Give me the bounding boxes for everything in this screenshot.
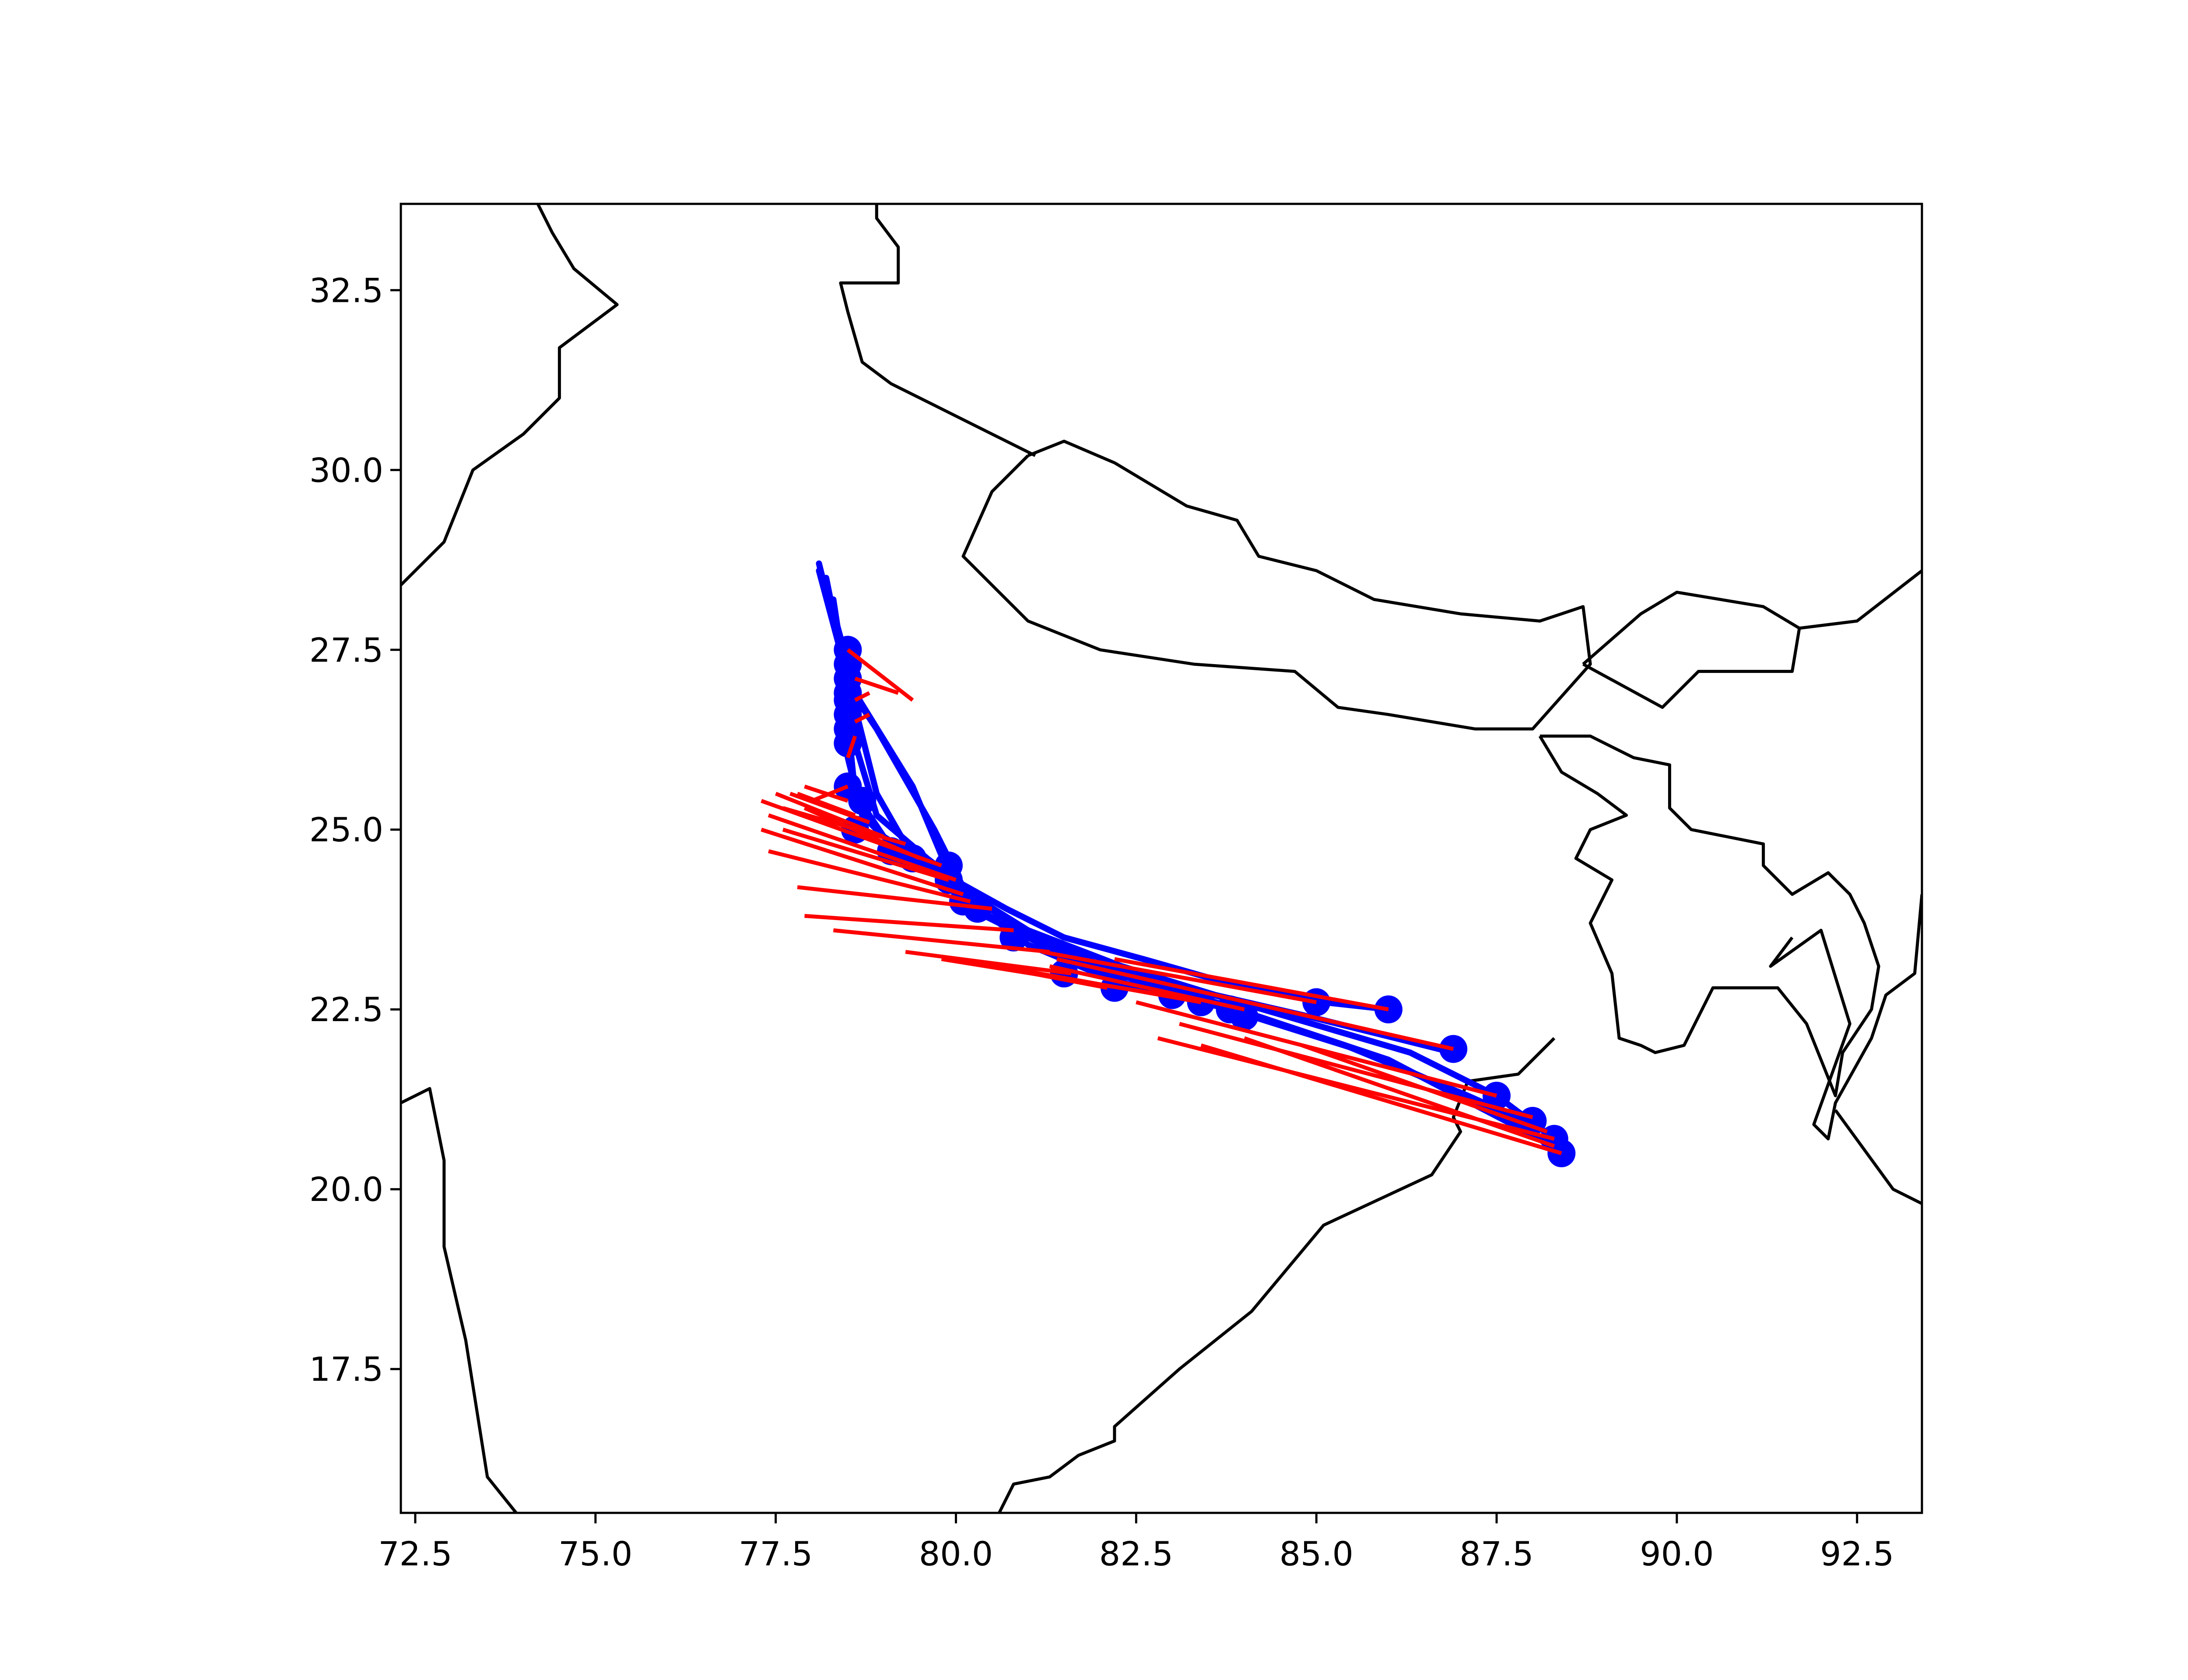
y-tick-label: 30.0 [309, 451, 383, 490]
y-tick-label: 25.0 [309, 810, 383, 849]
y-tick-label: 17.5 [309, 1350, 383, 1389]
country-boundaries [401, 204, 1922, 1513]
x-tick-label: 90.0 [1640, 1534, 1714, 1573]
boundary-line [1799, 569, 1922, 630]
forecast-line [761, 827, 964, 896]
x-tick-label: 77.5 [739, 1534, 813, 1573]
forecast-line [905, 950, 1072, 976]
forecast-line [1244, 1036, 1555, 1148]
x-tick-label: 82.5 [1099, 1534, 1173, 1573]
plot-area [401, 204, 1922, 1513]
forecast-line [768, 849, 971, 903]
x-tick-label: 92.5 [1820, 1534, 1894, 1573]
track-point [848, 787, 877, 815]
boundary-line [839, 204, 1036, 457]
forecast-line [846, 735, 857, 759]
forecast-line [999, 964, 1202, 1004]
forecast-line [804, 914, 1014, 932]
x-tick-label: 75.0 [558, 1534, 632, 1573]
y-tick-label: 27.5 [309, 630, 383, 669]
forecast-line [1042, 950, 1317, 1004]
forecast-line [1114, 957, 1389, 1012]
y-tick-label: 20.0 [309, 1170, 383, 1209]
x-tick-label: 72.5 [378, 1534, 452, 1573]
forecast-lines [761, 648, 1562, 1155]
forecast-line [1200, 1043, 1562, 1155]
forecast-line [854, 713, 870, 724]
forecast-line [846, 648, 914, 702]
boundary-line [401, 204, 619, 586]
x-tick-label: 80.0 [919, 1534, 993, 1573]
forecast-line [789, 791, 870, 825]
forecast-line [854, 676, 899, 695]
forecast-line [761, 799, 943, 868]
x-tick-label: 85.0 [1280, 1534, 1353, 1573]
forecast-line [1301, 1043, 1548, 1134]
boundary-line [961, 440, 1592, 731]
x-axis: 72.5 75.0 77.5 80.0 82.5 85.0 87.5 90.0 92.5 [378, 1513, 1894, 1573]
forecast-line [797, 885, 992, 911]
forecast-line [804, 784, 849, 803]
boundary-line [1769, 894, 1922, 1141]
axes-frame [400, 203, 1923, 1514]
forecast-line [1056, 957, 1454, 1051]
forecast-line [782, 827, 950, 882]
boundary-line [1538, 735, 1880, 1097]
y-tick-label: 22.5 [309, 990, 383, 1029]
y-axis: 17.5 20.0 22.5 25.0 27.5 30.0 32.5 [309, 271, 401, 1389]
forecast-line [1049, 964, 1245, 1012]
boundary-line [1834, 1109, 1922, 1205]
forecast-line [775, 791, 885, 839]
boundary-line [401, 1087, 518, 1513]
forecast-line [833, 928, 1050, 954]
y-tick-label: 32.5 [309, 271, 383, 310]
x-tick-label: 87.5 [1459, 1534, 1533, 1573]
forecast-line [1179, 1022, 1533, 1120]
forecast-line [854, 691, 870, 702]
forecast-line [768, 813, 957, 882]
